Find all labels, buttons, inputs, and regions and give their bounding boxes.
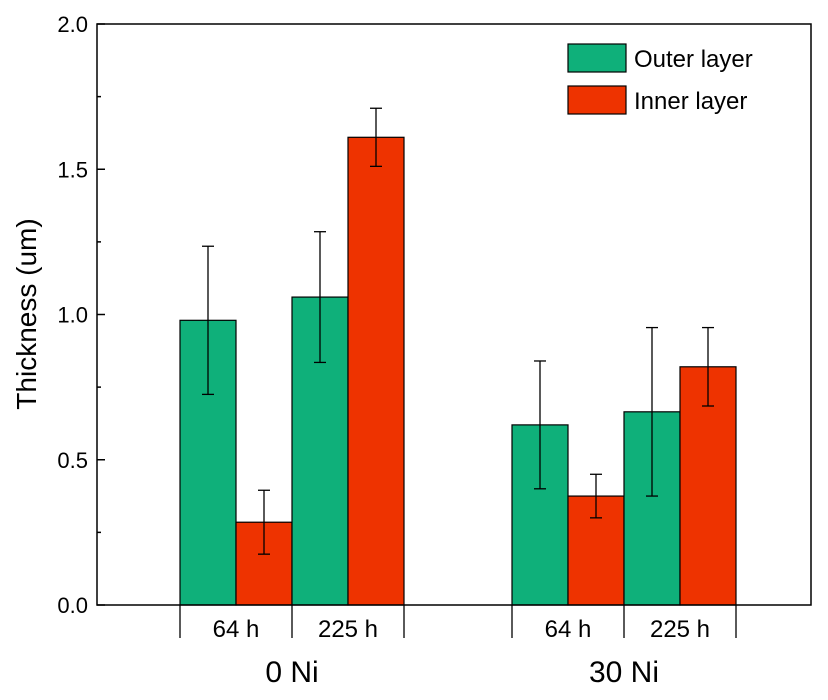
subgroup-label: 64 h [213, 616, 260, 643]
legend-swatch-inner [567, 85, 627, 115]
subgroup-label: 64 h [545, 616, 592, 643]
bar-inner-layer [347, 136, 405, 606]
legend-label-inner: Inner layer [634, 88, 747, 115]
legend-label-outer: Outer layer [634, 46, 753, 73]
subgroup-label: 225 h [318, 616, 378, 643]
y-axis: 0.0 0.5 1.0 1.5 2.0 [57, 12, 105, 618]
y-tick-label: 0.0 [57, 593, 88, 618]
y-tick-label: 1.5 [57, 157, 88, 182]
group-label: 0 Ni [265, 656, 318, 689]
y-axis-title: Thickness (um) [11, 218, 42, 409]
y-tick-label: 2.0 [57, 12, 88, 37]
legend: Outer layer Inner layer [567, 43, 753, 115]
error-bars-layer [202, 107, 714, 555]
group-label: 30 Ni [589, 656, 659, 689]
y-tick-label: 1.0 [57, 303, 88, 328]
legend-swatch-outer [567, 43, 627, 73]
subgroup-label: 225 h [650, 616, 710, 643]
y-tick-label: 0.5 [57, 448, 88, 473]
